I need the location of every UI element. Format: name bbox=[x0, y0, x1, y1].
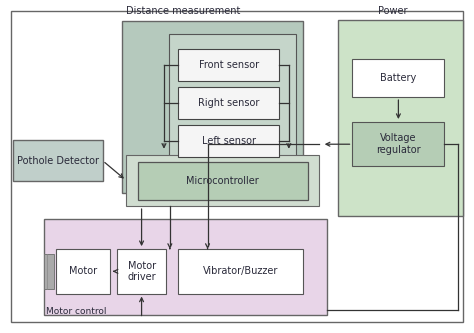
Text: Microcontroller: Microcontroller bbox=[186, 175, 259, 185]
Bar bbox=[178, 125, 279, 157]
Text: Power: Power bbox=[378, 6, 408, 16]
Bar bbox=[353, 59, 444, 97]
Bar bbox=[178, 87, 279, 119]
Text: Left sensor: Left sensor bbox=[202, 136, 256, 146]
Text: Motor: Motor bbox=[69, 266, 97, 276]
Text: Right sensor: Right sensor bbox=[198, 98, 259, 108]
Bar bbox=[126, 155, 319, 206]
Text: Battery: Battery bbox=[380, 73, 417, 83]
Bar bbox=[117, 249, 166, 294]
Text: Front sensor: Front sensor bbox=[199, 60, 259, 70]
Text: Voltage
regulator: Voltage regulator bbox=[376, 134, 421, 155]
Bar bbox=[169, 34, 296, 166]
Text: Pothole Detector: Pothole Detector bbox=[17, 156, 99, 166]
Text: Motor control: Motor control bbox=[46, 307, 107, 316]
Bar bbox=[138, 162, 308, 199]
Bar bbox=[44, 254, 54, 289]
Text: Motor
driver: Motor driver bbox=[127, 260, 156, 282]
Text: Distance measurement: Distance measurement bbox=[126, 6, 241, 16]
Text: Vibrator/Buzzer: Vibrator/Buzzer bbox=[203, 266, 278, 276]
Bar bbox=[121, 21, 303, 193]
Bar bbox=[178, 49, 279, 81]
Bar bbox=[13, 140, 103, 181]
Bar bbox=[55, 249, 110, 294]
Bar bbox=[353, 122, 444, 166]
Bar bbox=[338, 20, 463, 216]
Bar bbox=[44, 219, 327, 315]
Bar bbox=[178, 249, 303, 294]
